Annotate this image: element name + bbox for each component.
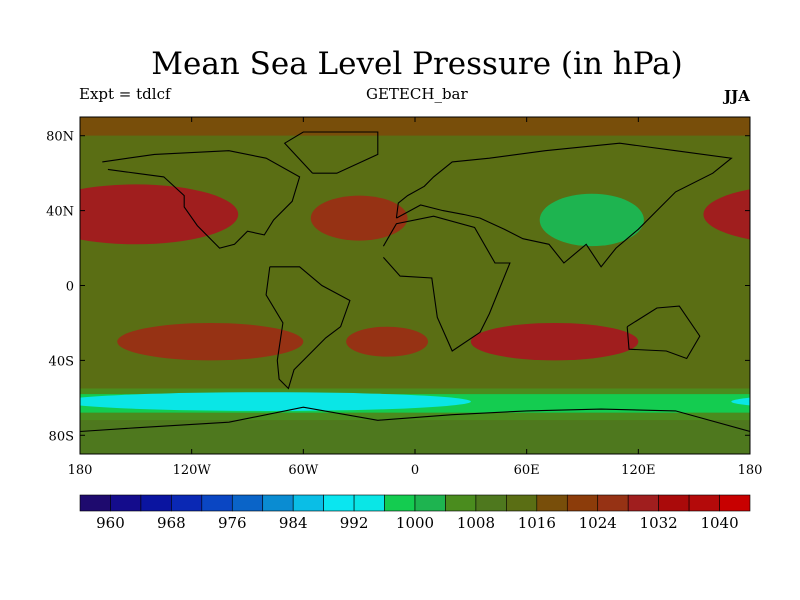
season-label: JJA: [724, 87, 750, 105]
colorbar-swatch: [231, 494, 264, 512]
colorbar-swatch: [353, 494, 385, 512]
coastline-greenland: [283, 131, 379, 174]
colorbar-swatch: [536, 494, 568, 512]
y-axis: 80N 40N 0 40S 80S: [46, 130, 750, 444]
colorbar-swatch: [445, 494, 477, 512]
coastline-australia: [626, 305, 701, 360]
colorbar-label: 968: [157, 514, 186, 532]
colorbar-label: 992: [340, 514, 369, 532]
dataset-label: GETECH_bar: [366, 85, 468, 103]
coastline-eurasia: [395, 142, 733, 268]
pressure-features: [80, 184, 750, 453]
colorbar-swatch: [292, 494, 324, 512]
colorbar-swatch: [414, 494, 446, 512]
pressure-feature: [346, 326, 429, 357]
colorbar-swatch: [627, 494, 659, 512]
x-tick-label: 60W: [288, 463, 319, 478]
colorbar-swatch: [171, 494, 203, 512]
coastline-south-america: [265, 266, 351, 390]
pressure-feature: [117, 322, 304, 361]
colorbar-swatch: [323, 494, 355, 512]
colorbar-swatch: [262, 494, 294, 512]
colorbar-label: 976: [218, 514, 247, 532]
pressure-band: [80, 412, 750, 421]
pressure-feature: [703, 189, 750, 240]
pressure-feature: [80, 392, 471, 411]
colorbar-label: 1016: [518, 514, 556, 532]
colorbar-swatch: [201, 494, 233, 512]
colorbar-swatch: [384, 494, 416, 512]
colorbar-label: 1000: [396, 514, 434, 532]
colorbar-label: 1040: [700, 514, 738, 532]
colorbar-swatch: [475, 494, 507, 512]
chart-title: Mean Sea Level Pressure (in hPa): [151, 46, 683, 82]
colorbar: 960 968 976 984 992 1000 1008 1016 1024 1032 1040: [79, 494, 751, 532]
colorbar-swatch: [566, 494, 599, 512]
x-tick-label: 120W: [173, 463, 212, 478]
colorbar-swatch: [79, 494, 111, 512]
pressure-feature: [731, 397, 750, 406]
pressure-feature: [80, 184, 239, 245]
x-axis: 180 120W 60W 0 60E 120E 180: [68, 117, 763, 478]
pressure-feature: [539, 193, 644, 247]
y-tick-label: 0: [66, 280, 74, 295]
colorbar-label: 1024: [579, 514, 617, 532]
colorbar-swatch: [110, 494, 142, 512]
x-tick-label: 180: [738, 463, 763, 478]
colorbar-label: 960: [96, 514, 125, 532]
map-plot-area: [80, 117, 750, 454]
x-tick-label: 0: [411, 463, 419, 478]
colorbar-swatch: [719, 494, 751, 512]
pressure-band: [80, 117, 750, 136]
pressure-feature: [470, 322, 639, 361]
colorbar-label: 984: [279, 514, 308, 532]
x-tick-label: 180: [68, 463, 93, 478]
coastline-africa: [382, 215, 511, 352]
colorbar-swatch: [597, 494, 629, 512]
pressure-band: [80, 388, 750, 395]
pressure-feature: [310, 195, 408, 241]
colorbar-swatch: [658, 494, 690, 512]
experiment-label: Expt = tdlcf: [79, 85, 171, 103]
coastline-north-america: [102, 150, 301, 249]
colorbar-label: 1032: [640, 514, 678, 532]
colorbar-label: 1008: [457, 514, 495, 532]
coastline-antarctica: [80, 406, 750, 433]
colorbar-swatch: [506, 494, 538, 512]
x-tick-label: 60E: [514, 463, 540, 478]
y-tick-label: 40N: [46, 205, 74, 220]
y-tick-label: 40S: [49, 354, 74, 369]
pressure-band: [80, 135, 750, 159]
pressure-feature: [135, 437, 695, 453]
y-tick-label: 80N: [46, 130, 74, 145]
colorbar-swatch: [688, 494, 720, 512]
coastlines: [80, 131, 750, 433]
x-tick-label: 120E: [621, 463, 655, 478]
y-tick-label: 80S: [49, 429, 74, 444]
colorbar-swatch: [140, 494, 172, 512]
